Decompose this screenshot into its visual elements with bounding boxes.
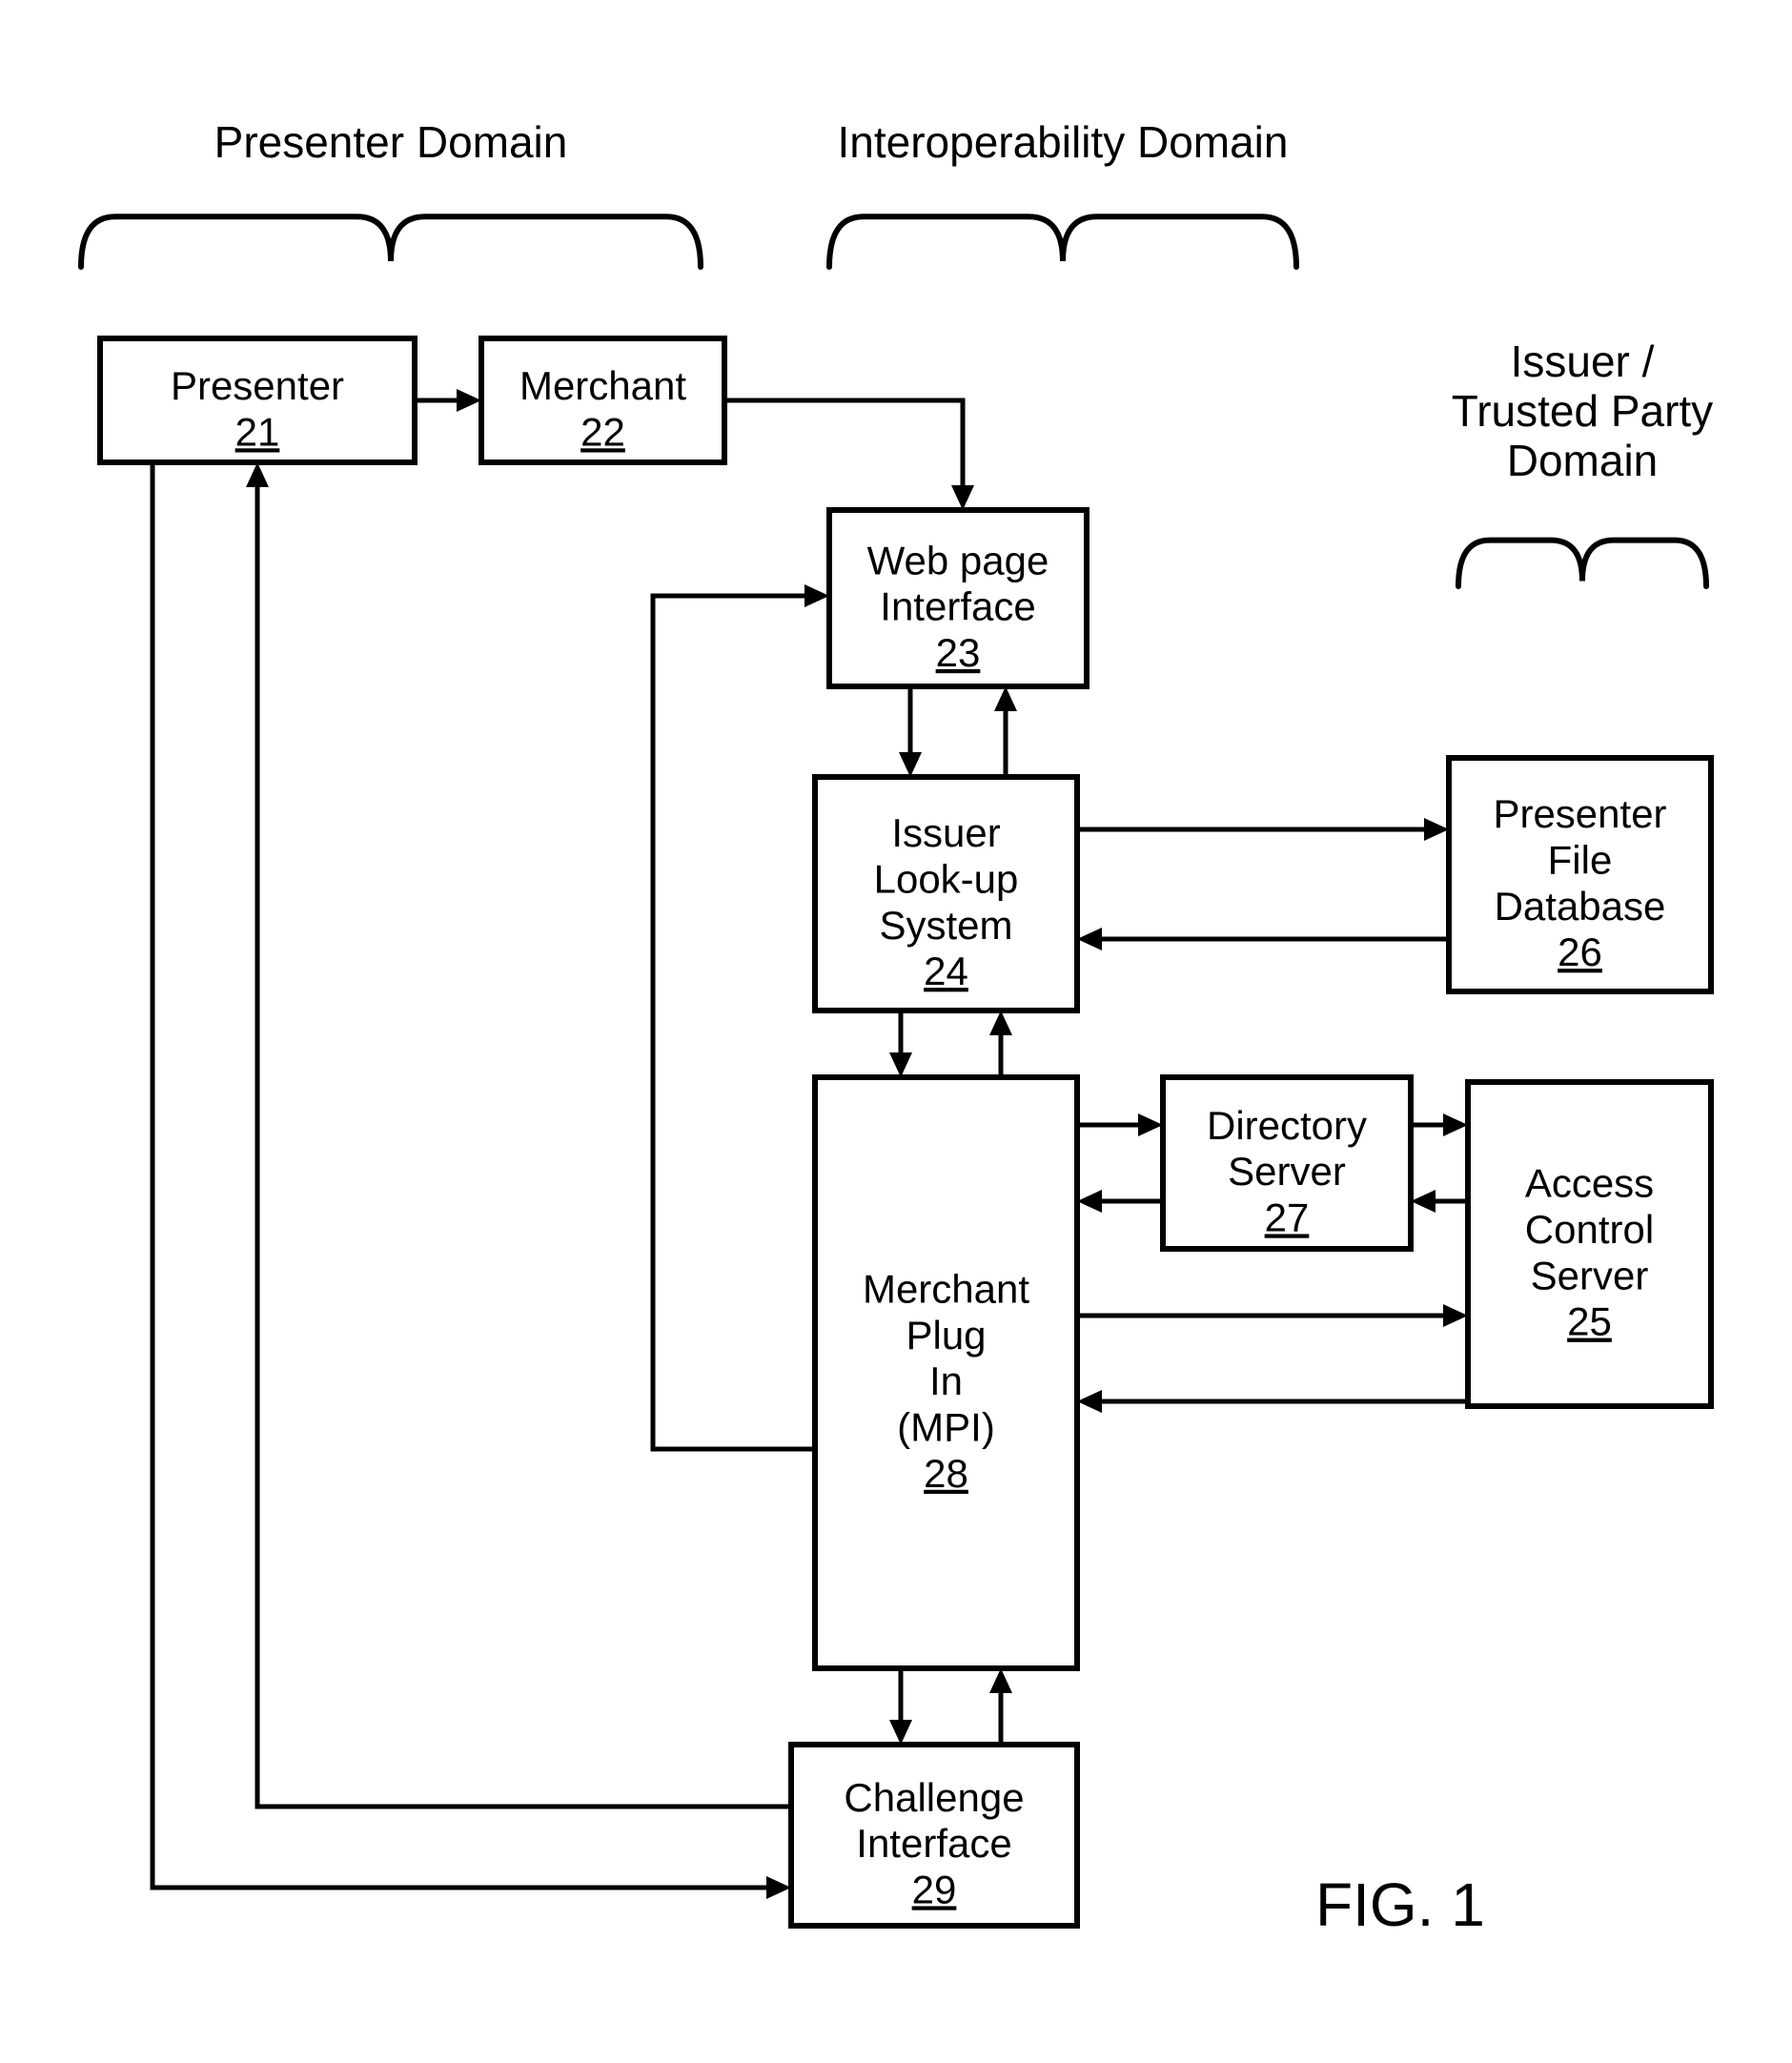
arrow-mpi-webpage-long (653, 596, 815, 1449)
arrow-dir-mpi-l-head (1077, 1190, 1102, 1213)
node-dirserv-line-0: Directory (1207, 1103, 1367, 1148)
brace-issuer (1458, 541, 1706, 586)
node-pfd-line-1: File (1548, 838, 1613, 883)
node-lookup-ref: 24 (924, 949, 968, 993)
node-lookup-line-1: Look-up (874, 857, 1019, 902)
arrow-challenge-mpi-up-head (989, 1668, 1012, 1693)
node-challenge-line-0: Challenge (844, 1775, 1024, 1820)
node-webpage-line-0: Web page (867, 538, 1049, 582)
node-merchant-line-0: Merchant (519, 363, 686, 408)
arrow-mpi-lookup-up-head (989, 1011, 1012, 1035)
node-mpi-line-3: (MPI) (897, 1404, 995, 1449)
brace-interop (829, 216, 1296, 267)
node-pfd-ref: 26 (1558, 929, 1602, 974)
node-mpi-ref: 28 (924, 1451, 968, 1496)
arrow-webpage-lookup-down-head (899, 752, 922, 777)
arrow-presenter-challenge-head (766, 1876, 791, 1899)
node-webpage-line-1: Interface (880, 584, 1035, 629)
arrow-acs-mpi-l-head (1077, 1390, 1102, 1413)
arrow-lookup-mpi-down-head (889, 1052, 912, 1077)
arrow-pfd-lookup-l-head (1077, 928, 1102, 950)
arrow-lookup-pfd-r-head (1424, 818, 1449, 841)
domain-label-interop: Interoperability Domain (837, 117, 1288, 167)
node-dirserv-ref: 27 (1265, 1195, 1310, 1239)
node-presenter-ref: 21 (235, 409, 280, 454)
domain-label-issuer-line-2: Domain (1507, 436, 1659, 485)
node-acs-ref: 25 (1567, 1299, 1612, 1344)
arrow-presenter-challenge (153, 462, 766, 1888)
arrow-mpi-webpage-long-head (804, 584, 829, 607)
node-challenge-line-1: Interface (856, 1821, 1011, 1866)
domain-label-issuer-line-0: Issuer / (1511, 337, 1655, 386)
arrow-merchant-webpage-head (951, 485, 974, 510)
node-acs-line-2: Server (1531, 1253, 1649, 1297)
node-merchant-ref: 22 (580, 409, 625, 454)
node-mpi-line-0: Merchant (863, 1267, 1029, 1312)
arrow-presenter-merchant-head (457, 389, 481, 412)
arrow-mpi-acs-r-head (1443, 1304, 1468, 1327)
node-webpage-ref: 23 (936, 630, 981, 675)
arrow-challenge-presenter (257, 487, 791, 1807)
figure-label: FIG. 1 (1315, 1870, 1485, 1939)
node-challenge-ref: 29 (912, 1867, 957, 1911)
node-dirserv-line-1: Server (1228, 1149, 1346, 1194)
domain-label-issuer-line-1: Trusted Party (1452, 386, 1713, 436)
node-mpi-line-1: Plug (906, 1313, 986, 1358)
diagram-canvas: Presenter Domain Interoperability Domain I… (0, 0, 1792, 2063)
node-mpi-line-2: In (929, 1358, 963, 1403)
node-acs-line-0: Access (1525, 1161, 1654, 1206)
node-lookup-line-0: Issuer (891, 810, 1000, 855)
node-presenter-line-0: Presenter (171, 363, 344, 408)
node-pfd-line-0: Presenter (1493, 791, 1666, 836)
arrow-mpi-dir-r-head (1138, 1113, 1163, 1136)
arrow-acs-dir-l-head (1411, 1190, 1436, 1213)
arrow-challenge-presenter-head (246, 462, 269, 487)
arrow-merchant-webpage (724, 400, 963, 485)
arrow-mpi-challenge-down-head (889, 1720, 912, 1745)
node-lookup-line-2: System (879, 903, 1012, 948)
arrow-lookup-webpage-up-head (994, 686, 1017, 711)
node-pfd-line-2: Database (1495, 884, 1666, 929)
domain-label-presenter: Presenter Domain (214, 117, 568, 167)
brace-presenter (81, 216, 701, 267)
arrow-dir-acs-r-head (1443, 1113, 1468, 1136)
node-acs-line-1: Control (1525, 1207, 1654, 1252)
